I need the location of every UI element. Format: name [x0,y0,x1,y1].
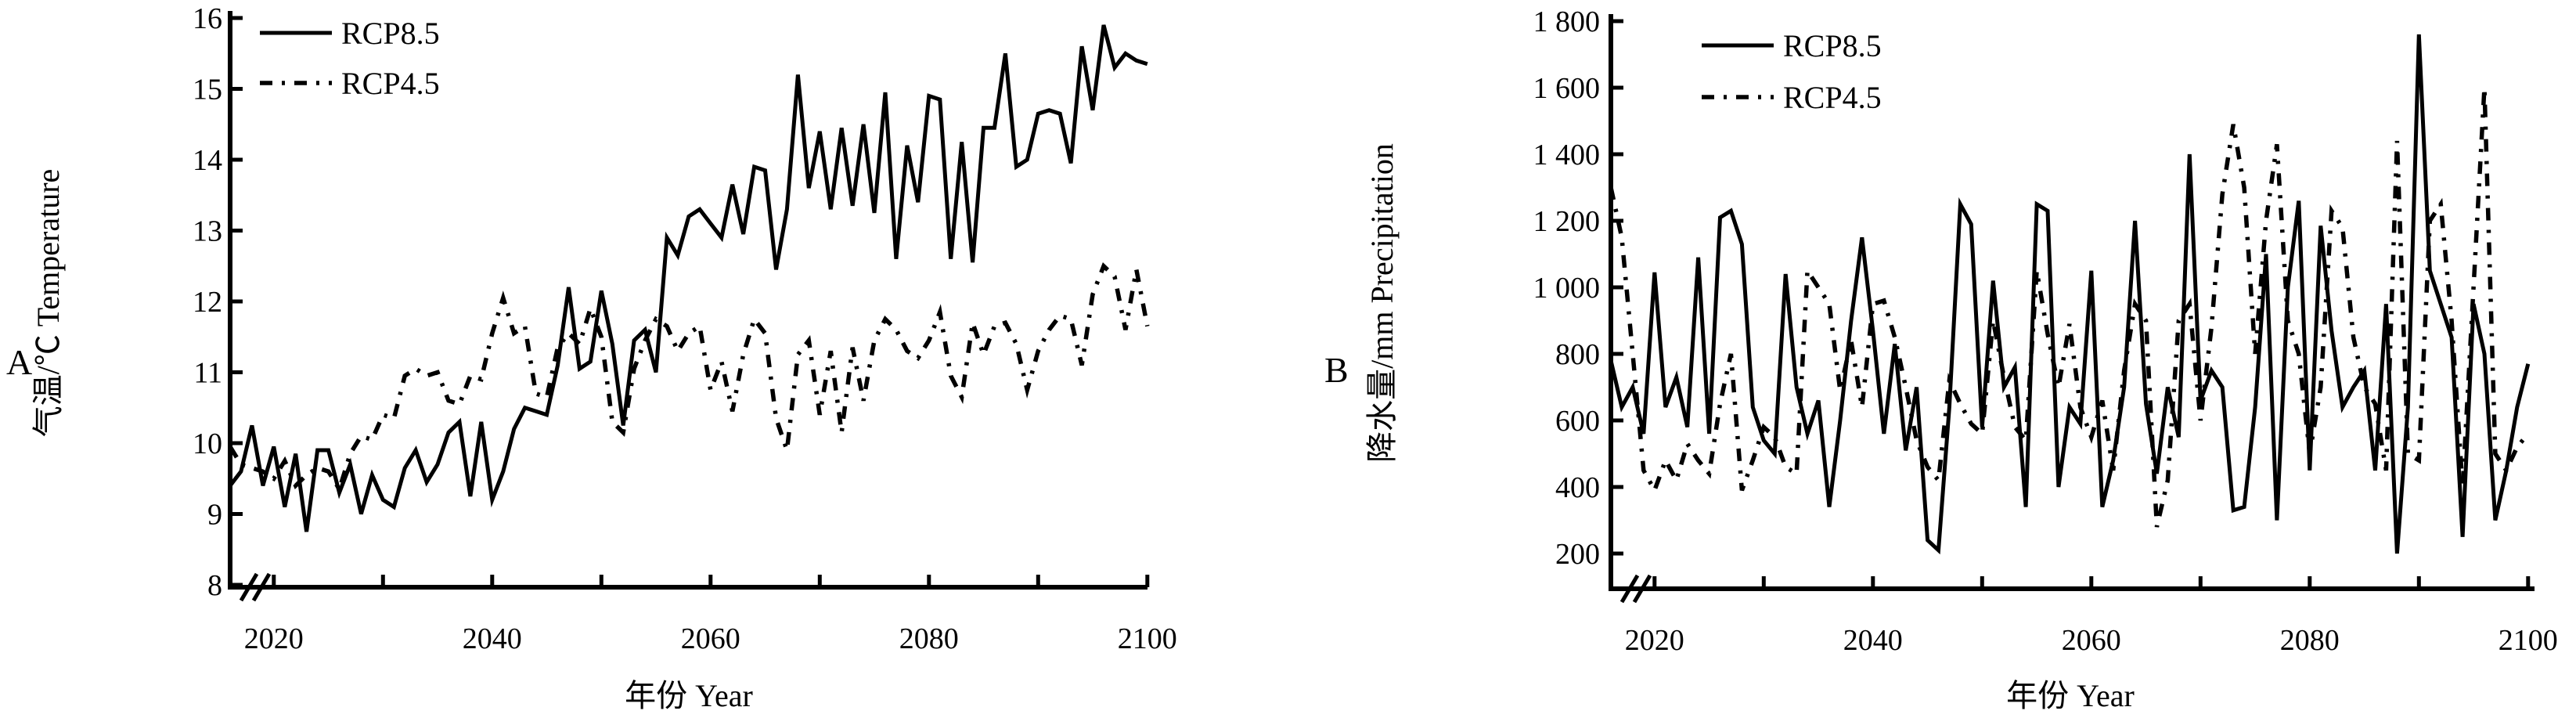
y-tick-label: 15 [193,74,222,106]
y-tick-label: 800 [1555,338,1600,371]
y-tick-label: 400 [1555,471,1600,504]
x-tick-label: 2100 [1118,622,1177,655]
legend-label: RCP4.5 [341,66,440,101]
x-tick-label: 2020 [1625,624,1684,657]
y-tick-label: 16 [193,2,222,35]
series-line-rcp45 [228,262,1150,495]
x-tick-label: 2100 [2499,624,2558,657]
y-tick-label: 8 [207,569,222,602]
axis-break-icon [1632,574,1652,604]
legend-label: RCP8.5 [341,16,440,51]
axis-break-icon [239,572,259,602]
x-tick-label: 2040 [1843,624,1903,657]
panel-label-a: A [6,342,33,382]
x-tick-label: 2080 [899,622,959,655]
x-tick-label: 2040 [463,622,522,655]
x-tick-label: 2060 [681,622,740,655]
y-tick-label: 1 200 [1533,205,1601,238]
y-tick-label: 11 [193,357,222,390]
y-tick-label: 12 [193,286,222,319]
y-tick-label: 200 [1555,538,1600,571]
y-tick-label: 1 000 [1533,272,1601,305]
series-line-rcp85 [1609,34,2531,555]
x-tick-label: 2060 [2062,624,2121,657]
x-axis-title-year-a: 年份 Year [625,678,753,713]
legend-label: RCP8.5 [1783,28,1882,63]
y-tick-label: 1 600 [1533,72,1601,105]
x-tick-label: 2020 [244,622,304,655]
y-tick-label: 10 [193,427,222,460]
y-tick-label: 600 [1555,405,1600,438]
axis-break-icon [251,572,272,602]
x-axis-title-year-b: 年份 Year [2006,678,2135,713]
x-tick-label: 2080 [2280,624,2340,657]
legend-label: RCP4.5 [1783,80,1882,115]
series-line-rcp45 [1609,87,2530,528]
panel-label-b: B [1324,350,1349,390]
y-tick-label: 14 [193,144,222,177]
y-tick-label: 9 [207,499,222,532]
axis-break-icon [1619,574,1640,604]
y-tick-label: 13 [193,215,222,248]
series-line-rcp85 [229,24,1148,532]
y-tick-label: 1 800 [1533,5,1601,38]
y-tick-label: 1 400 [1533,139,1601,171]
